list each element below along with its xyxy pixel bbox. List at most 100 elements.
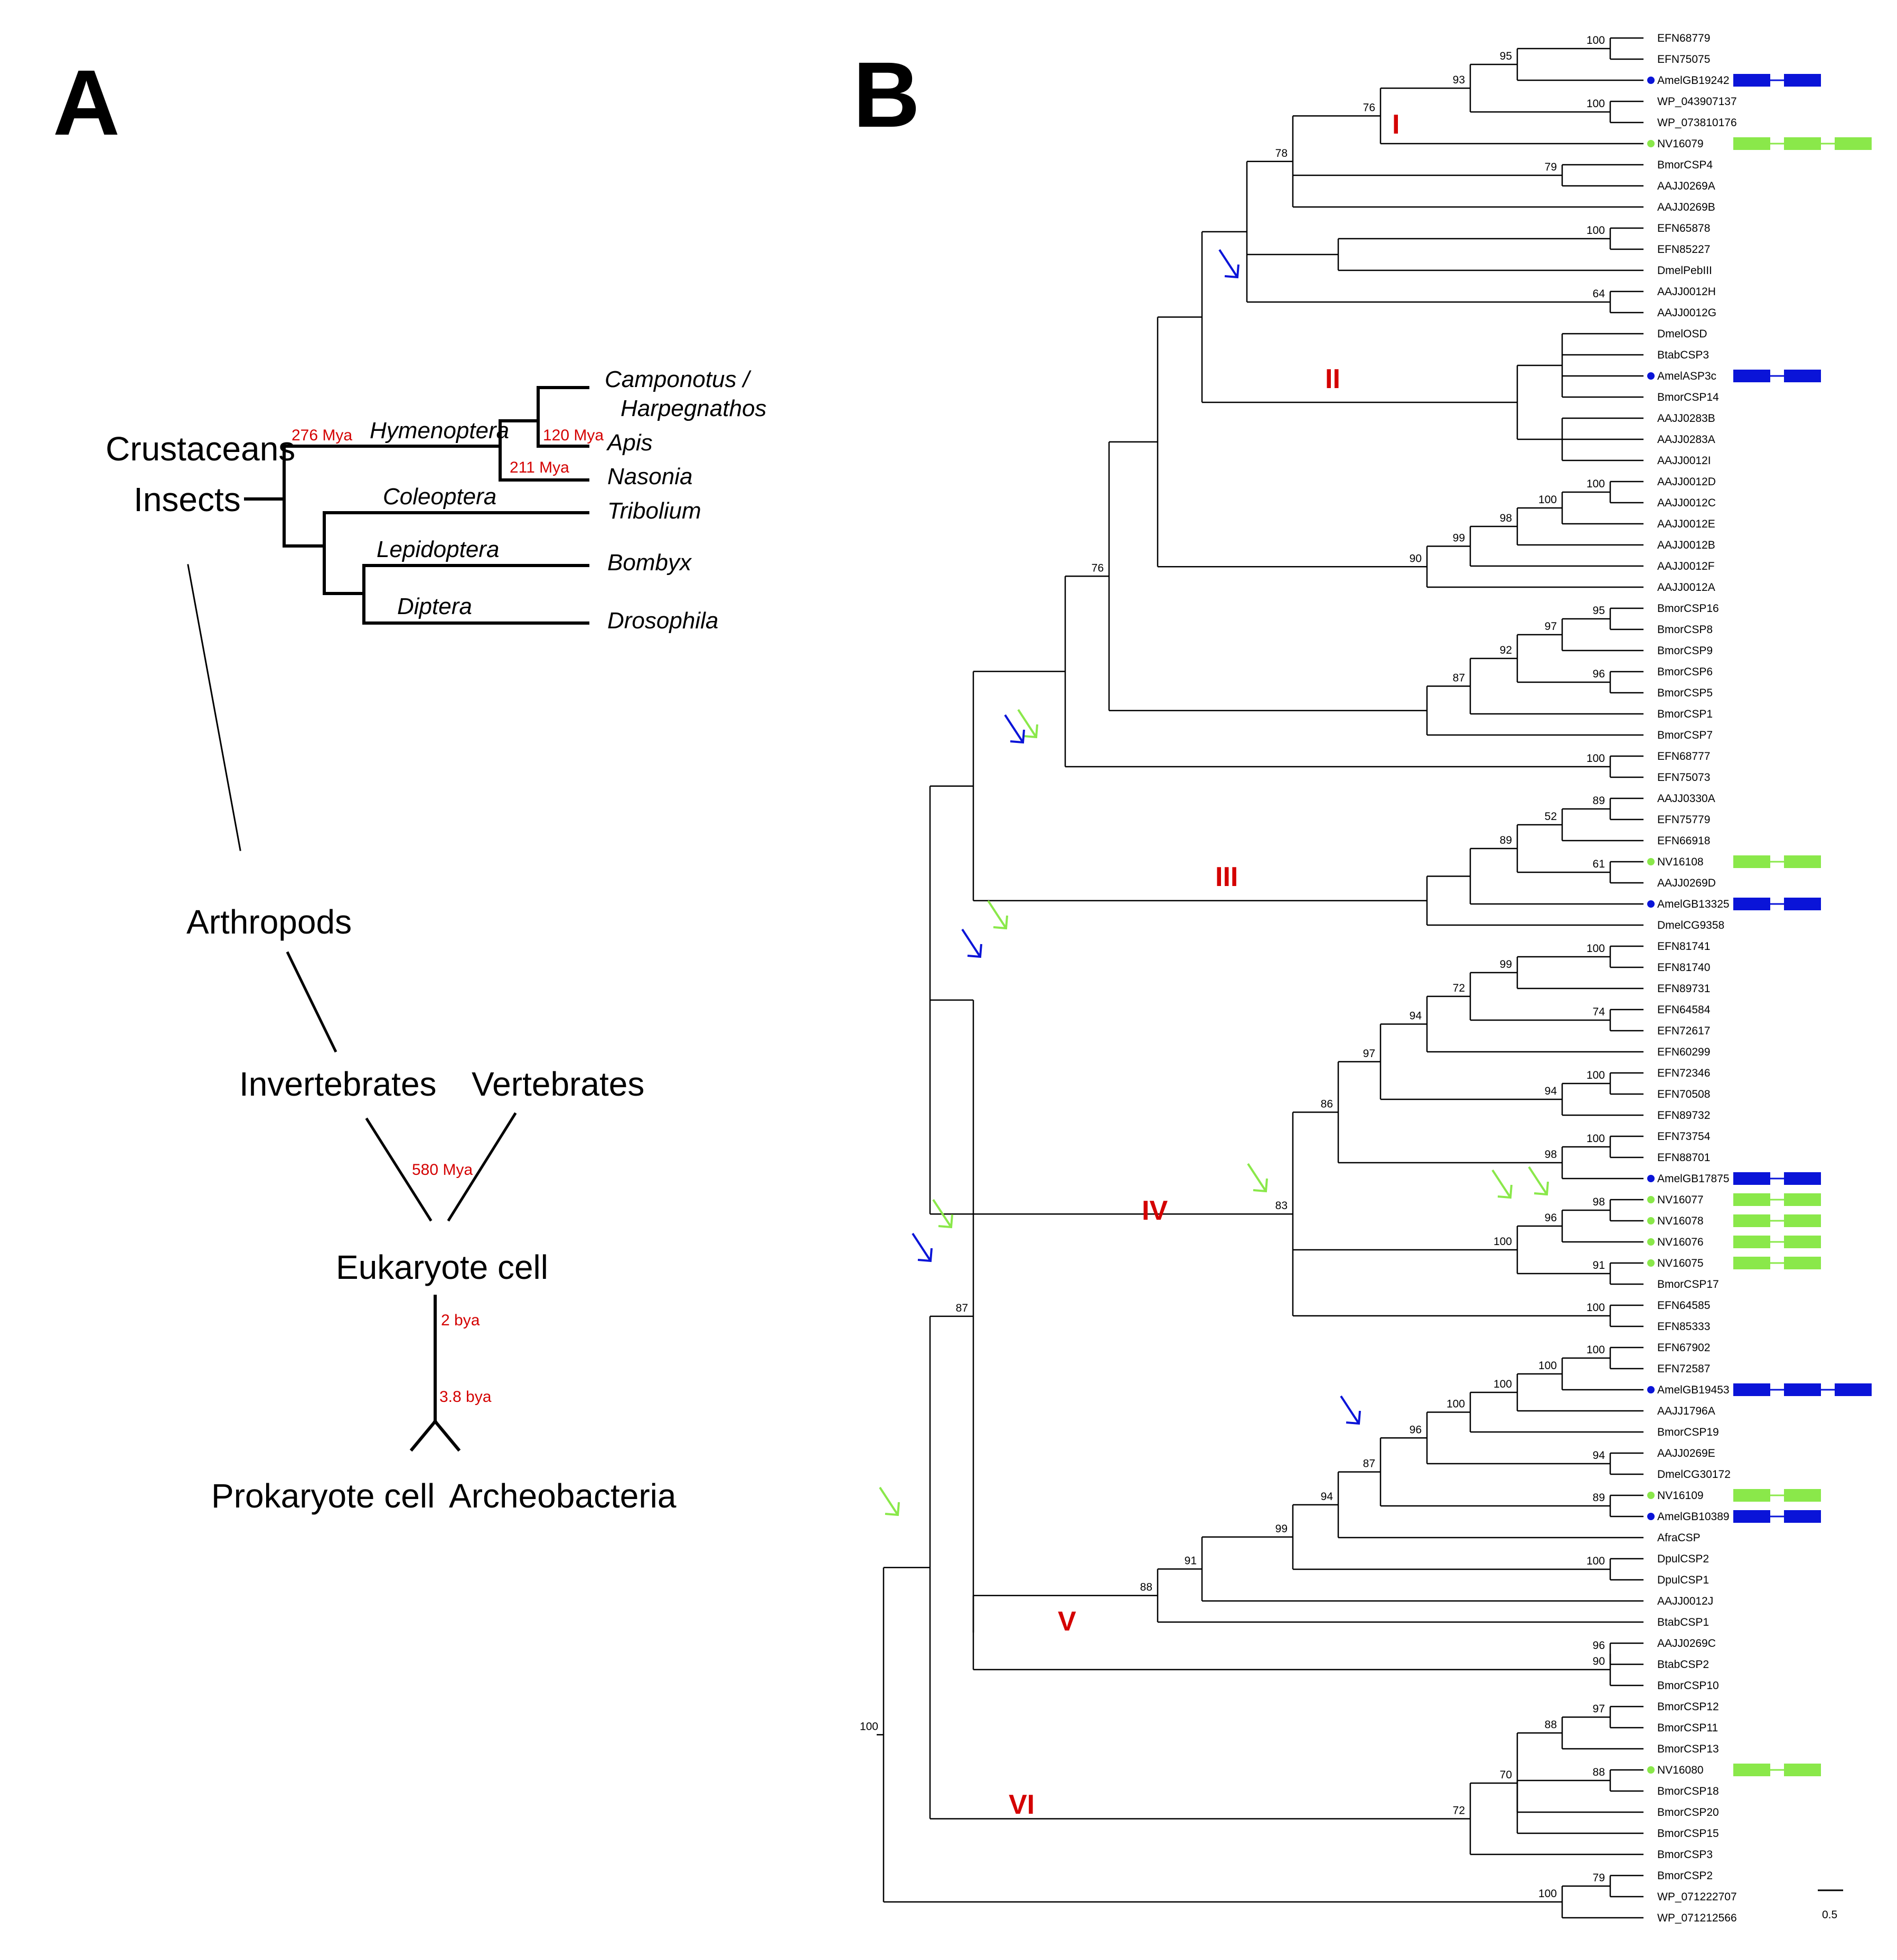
leaf-label: DpulCSP1 bbox=[1657, 1574, 1709, 1586]
leaf-label: AmelGB19453 bbox=[1657, 1384, 1730, 1396]
exon-box bbox=[1733, 1510, 1770, 1523]
panel-a-label: A bbox=[53, 51, 120, 155]
leaf-label: AmelASP3c bbox=[1657, 370, 1716, 382]
leaf-label: AAJJ0269D bbox=[1657, 877, 1716, 889]
prokaryote-label: Prokaryote cell bbox=[211, 1477, 435, 1515]
exon-box bbox=[1784, 1510, 1821, 1523]
exon-box bbox=[1733, 1172, 1770, 1185]
exon-box bbox=[1784, 1172, 1821, 1185]
clade-v: V bbox=[1058, 1606, 1076, 1637]
exon-box bbox=[1784, 1489, 1821, 1502]
leaf-label: NV16109 bbox=[1657, 1490, 1704, 1502]
bootstrap-value: 100 bbox=[860, 1720, 878, 1732]
arrow-shaft bbox=[987, 900, 1007, 929]
arrow-head bbox=[917, 1248, 933, 1262]
bootstrap-value: 100 bbox=[1586, 1555, 1605, 1567]
leaf-label: EFN89732 bbox=[1657, 1109, 1710, 1122]
leaf-label: NV16078 bbox=[1657, 1215, 1704, 1227]
bootstrap-value: 89 bbox=[1500, 834, 1512, 846]
panel-b-label: B bbox=[853, 43, 920, 147]
duplication-arrows bbox=[879, 249, 1549, 1516]
bootstrap-value: 96 bbox=[1410, 1424, 1422, 1436]
invert-to-eukaryote bbox=[365, 1117, 433, 1222]
leaf-label: AAJJ0269C bbox=[1657, 1637, 1716, 1650]
leaf-label: AAJJ0269E bbox=[1657, 1447, 1715, 1459]
species-dot bbox=[1647, 77, 1655, 84]
insects-label: Insects bbox=[134, 480, 241, 519]
bootstrap-value: 79 bbox=[1593, 1872, 1605, 1884]
bootstrap-value: 100 bbox=[1586, 34, 1605, 46]
species-dot bbox=[1647, 1492, 1655, 1499]
bootstrap-value: 88 bbox=[1140, 1581, 1152, 1594]
bootstrap-value: 86 bbox=[1321, 1098, 1333, 1110]
vertebrates-label: Vertebrates bbox=[472, 1065, 644, 1103]
leaf-label: BmorCSP5 bbox=[1657, 687, 1713, 699]
leaf-label: BmorCSP19 bbox=[1657, 1426, 1719, 1438]
bootstrap-value: 100 bbox=[1538, 1360, 1557, 1372]
clade-vi: VI bbox=[1009, 1789, 1035, 1820]
apis-label: Apis bbox=[606, 430, 653, 456]
leaf-label: AAJJ0012E bbox=[1657, 518, 1715, 530]
leaf-label: BmorCSP13 bbox=[1657, 1743, 1719, 1755]
nasonia-label: Nasonia bbox=[607, 464, 692, 489]
leaf-label: NV16077 bbox=[1657, 1194, 1704, 1206]
scale-bar: 0.5 bbox=[1818, 1889, 1843, 1921]
leaf-label: BmorCSP3 bbox=[1657, 1849, 1713, 1861]
bootstrap-value: 52 bbox=[1545, 811, 1557, 823]
species-dot bbox=[1647, 1386, 1655, 1393]
leaf-label: AAJJ0012D bbox=[1657, 476, 1716, 488]
leaf-label: BmorCSP11 bbox=[1657, 1722, 1718, 1734]
leaf-label: AAJJ0012B bbox=[1657, 539, 1715, 551]
leaf-label: BtabCSP2 bbox=[1657, 1659, 1709, 1671]
exon-box bbox=[1733, 1764, 1770, 1776]
bootstrap-value: 98 bbox=[1593, 1196, 1605, 1208]
phylogenetic-tree bbox=[877, 37, 1644, 1919]
exon-box bbox=[1733, 137, 1770, 150]
bootstrap-value: 99 bbox=[1453, 532, 1465, 544]
leaf-label: AAJJ1796A bbox=[1657, 1405, 1715, 1417]
leaf-label: EFN88701 bbox=[1657, 1152, 1710, 1164]
bootstrap-value: 98 bbox=[1500, 512, 1512, 524]
leaf-label: EFN81741 bbox=[1657, 940, 1710, 953]
camponotus-label: Camponotus / bbox=[605, 366, 752, 392]
bootstrap-value: 91 bbox=[1185, 1554, 1197, 1567]
leaf-label: EFN65878 bbox=[1657, 222, 1710, 234]
leaf-label: AmelGB13325 bbox=[1657, 898, 1730, 910]
leaf-label: BmorCSP18 bbox=[1657, 1785, 1719, 1797]
bootstrap-value: 88 bbox=[1593, 1766, 1605, 1778]
leaf-label: AAJJ0283A bbox=[1657, 434, 1715, 446]
species-dot bbox=[1647, 1259, 1655, 1267]
bootstrap-value: 100 bbox=[1586, 1302, 1605, 1314]
arrow-shaft bbox=[1528, 1166, 1548, 1195]
archeobacteria-label: Archeobacteria bbox=[449, 1477, 677, 1515]
arrow-shaft bbox=[912, 1232, 932, 1262]
leaf-label: EFN72346 bbox=[1657, 1067, 1710, 1079]
arrow-head bbox=[1534, 1181, 1549, 1196]
leaf-label: AAJJ0269A bbox=[1657, 180, 1715, 192]
leaf-label: EFN68779 bbox=[1657, 32, 1710, 44]
species-dot bbox=[1647, 858, 1655, 865]
date-38bya: 3.8 bya bbox=[439, 1388, 492, 1406]
arrow-head bbox=[1023, 724, 1038, 739]
harpegnathos-label: Harpegnathos bbox=[621, 395, 766, 421]
leaf-label: BmorCSP4 bbox=[1657, 159, 1713, 171]
leaf-label: DmelOSD bbox=[1657, 328, 1707, 340]
bootstrap-value: 97 bbox=[1593, 1703, 1605, 1715]
leaf-label: NV16076 bbox=[1657, 1236, 1704, 1248]
bootstrap-value: 94 bbox=[1593, 1449, 1605, 1462]
bootstrap-value: 96 bbox=[1593, 1639, 1605, 1652]
leaf-label: AAJJ0012C bbox=[1657, 497, 1716, 509]
split-left bbox=[409, 1419, 438, 1452]
leaf-label: EFN75075 bbox=[1657, 53, 1710, 65]
exon-box bbox=[1835, 1383, 1872, 1396]
hymenoptera-label: Hymenoptera bbox=[370, 418, 509, 444]
bootstrap-value: 100 bbox=[1586, 98, 1605, 110]
leaf-label: AAJJ0012J bbox=[1657, 1595, 1713, 1607]
bootstrap-value: 88 bbox=[1545, 1719, 1557, 1731]
clade-i: I bbox=[1392, 109, 1400, 140]
bootstrap-value: 99 bbox=[1275, 1523, 1288, 1535]
exon-box bbox=[1733, 1236, 1770, 1248]
leaf-label: BmorCSP8 bbox=[1657, 624, 1713, 636]
panel-a-text: Crustaceans Insects Arthropods Invertebr… bbox=[106, 366, 766, 1515]
bootstrap-value: 100 bbox=[1586, 752, 1605, 765]
